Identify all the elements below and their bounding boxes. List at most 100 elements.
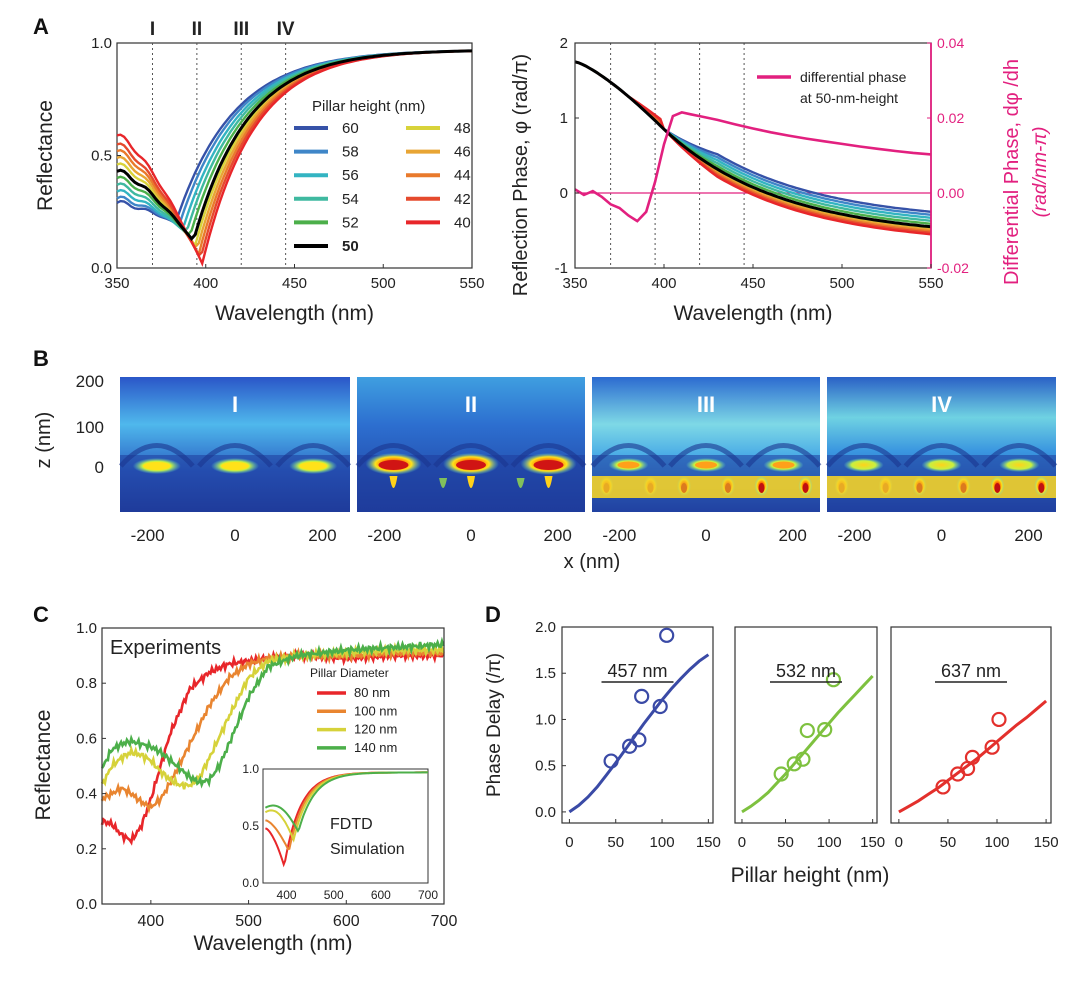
y2-tick-label: 0.02: [937, 110, 964, 126]
hotspot-core: [221, 462, 249, 470]
plot-frame: [734, 626, 878, 824]
subplot-532-nm: 532 nm 0 50 100 150: [734, 626, 885, 851]
y-tick-label: 1.0: [91, 35, 112, 52]
data-point: [935, 779, 951, 795]
tip-hotspot: [389, 476, 398, 488]
tip-hotspot-core: [1038, 483, 1045, 493]
legend-label-48: 48: [454, 120, 471, 137]
x-tick-label: 0: [701, 526, 710, 545]
inset-x-tick-label: 600: [371, 888, 391, 902]
y-tick-label: 0: [560, 185, 568, 202]
legend-label-42: 42: [454, 191, 471, 208]
data-point: [603, 753, 619, 769]
legend-line-1: differential phase: [800, 69, 907, 85]
marker-label: III: [233, 19, 249, 40]
series-line-140-nm: [100, 636, 445, 789]
tip-hotspot-core: [802, 483, 809, 493]
data-point: [964, 749, 981, 765]
plot-frame: [101, 627, 445, 905]
field-map-label: I: [232, 392, 238, 417]
legend-title: Pillar height (nm): [312, 98, 425, 115]
x-tick-label: 150: [860, 834, 885, 851]
hotspot-core: [533, 460, 564, 470]
y-axis-label: Reflectance: [34, 100, 57, 211]
hotspot-core: [378, 460, 409, 470]
x-tick-label: 350: [562, 275, 587, 292]
fit-line: [741, 674, 874, 814]
y-tick-label: 0.5: [91, 148, 112, 165]
y-tick-label: 0.0: [91, 260, 112, 277]
legend-label-40: 40: [454, 214, 471, 231]
y2-axis-units: (rad/nm-π): [1030, 127, 1051, 218]
subplot-457-nm: 457 nm 0 50 100 150 0.0 0.5 1.0 1.5 2.0: [535, 619, 721, 851]
inset-frame: [262, 768, 429, 884]
pillar-outline: [745, 443, 822, 468]
x-tick-label: 600: [333, 913, 360, 930]
y2-tick-label: -0.02: [937, 260, 969, 276]
phase-line-42: [574, 60, 932, 234]
hotspot-core: [695, 461, 717, 469]
x-axis-label: Wavelength (nm): [193, 932, 352, 955]
data-point: [634, 688, 650, 704]
tip-hotspot: [467, 476, 475, 488]
experiment-chart-c: Experiments Pillar Diameter 80 nm 100 nm 120…: [32, 620, 457, 955]
x-tick-label: 0: [937, 526, 946, 545]
data-point: [659, 627, 675, 643]
hotspot: [921, 458, 962, 472]
marker-label: IV: [277, 19, 295, 40]
y2-axis-label: Differential Phase, dφ /dh: [1001, 59, 1023, 285]
x-axis-label: Pillar height (nm): [731, 864, 890, 887]
x-tick-label: 100: [984, 834, 1009, 851]
legend-label-44: 44: [454, 167, 471, 184]
x-tick-label: 550: [459, 275, 484, 292]
hotspot-core: [299, 462, 328, 470]
legend-label-56: 56: [342, 167, 359, 184]
inset-x-tick-label: 700: [418, 888, 438, 902]
field-map-label: IV: [931, 392, 952, 417]
tip-hotspot-core: [994, 483, 1001, 493]
data-point: [795, 751, 811, 767]
x-tick-label: 0: [466, 526, 475, 545]
field-map-IV: IV: [825, 377, 1058, 512]
hotspot-core: [142, 462, 171, 470]
x-tick-label: 200: [1014, 526, 1042, 545]
phase-chart-a: differential phase at 50-nm-height 350 400 4…: [510, 35, 1051, 325]
legend-label: 100 nm: [354, 703, 397, 718]
legend-label: 120 nm: [354, 722, 397, 737]
field-map-I: I: [118, 377, 352, 512]
phase-line-54: [574, 60, 932, 222]
x-tick-label: 500: [371, 275, 396, 292]
x-tick-label: 150: [1034, 834, 1059, 851]
y-tick-label: 0.4: [76, 786, 97, 803]
phase-line-50: [574, 60, 932, 229]
x-tick-label: 100: [650, 834, 675, 851]
data-point: [984, 739, 1000, 755]
x-tick-label: 400: [138, 913, 165, 930]
pillar-outline: [355, 443, 432, 468]
x-tick-label: 100: [817, 834, 842, 851]
x-tick-label: -200: [602, 526, 636, 545]
marker-label: I: [150, 19, 155, 40]
legend-line-2: at 50-nm-height: [800, 90, 898, 106]
pillar-outline: [197, 443, 273, 468]
tip-hotspot-core: [758, 483, 765, 493]
bright-band: [827, 476, 1056, 498]
legend-label-52: 52: [342, 214, 359, 231]
pillar-outline: [590, 443, 667, 468]
differential-phase-line: [574, 111, 932, 223]
y-tick-label: -1: [555, 260, 568, 277]
legend-title: Pillar Diameter: [310, 666, 389, 680]
y2-tick-label: 0.00: [937, 185, 964, 201]
x-tick-label: 450: [282, 275, 307, 292]
panel-letter-d: D: [485, 602, 501, 627]
y-axis-label: Phase Delay (/π): [484, 653, 505, 797]
y-tick-label: 0.0: [535, 804, 556, 821]
y-tick-label: 1.5: [535, 665, 556, 682]
x-tick-label: 500: [829, 275, 854, 292]
legend-label: 80 nm: [354, 685, 390, 700]
inset-y-tick-label: 1.0: [242, 762, 259, 776]
data-point: [817, 722, 833, 738]
x-axis-label: Wavelength (nm): [215, 302, 374, 325]
x-tick-label: 0: [565, 834, 573, 851]
